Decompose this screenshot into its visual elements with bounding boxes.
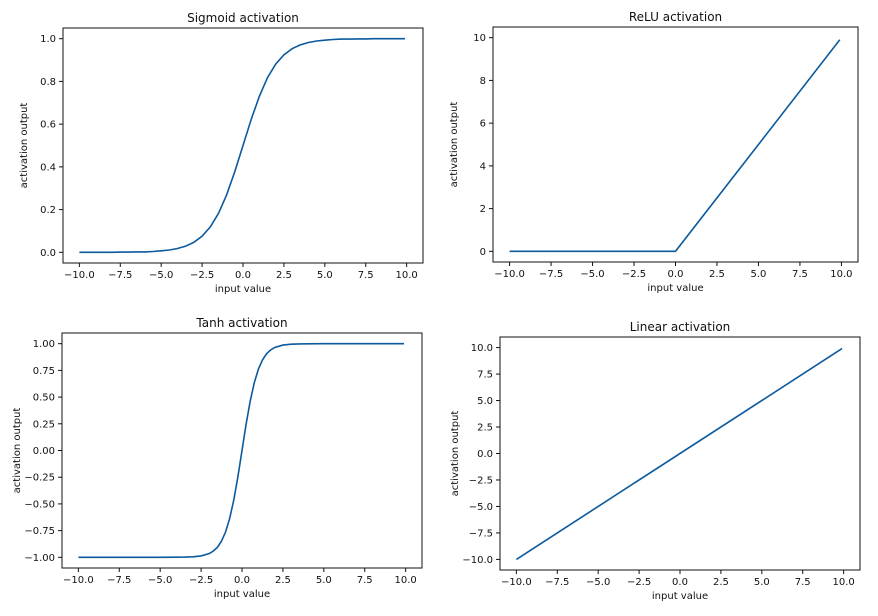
y-axis-label: activation output bbox=[19, 103, 30, 189]
x-tick-label: −5.0 bbox=[148, 575, 172, 586]
x-tick-label: 5.0 bbox=[754, 577, 770, 588]
x-tick-label: 5.0 bbox=[317, 270, 333, 281]
y-tick-label: 0.0 bbox=[40, 248, 56, 259]
x-tick-label: −7.5 bbox=[539, 269, 563, 280]
y-tick-label: −10.0 bbox=[462, 555, 493, 566]
x-tick-label: −10.0 bbox=[501, 577, 532, 588]
y-tick-label: 0.4 bbox=[40, 162, 56, 173]
y-tick-label: 0.0 bbox=[477, 449, 493, 460]
y-tick-label: 0.6 bbox=[40, 120, 56, 131]
y-tick-label: −0.75 bbox=[24, 526, 55, 537]
x-tick-label: 10.0 bbox=[396, 270, 418, 281]
y-tick-label: 5.0 bbox=[477, 396, 493, 407]
y-tick-label: 4 bbox=[480, 161, 486, 172]
x-tick-label: −10.0 bbox=[494, 269, 525, 280]
x-axis-label: input value bbox=[215, 284, 271, 295]
y-axis-label: activation output bbox=[449, 102, 460, 188]
y-tick-label: 0.00 bbox=[33, 446, 55, 457]
x-tick-label: 7.5 bbox=[357, 575, 373, 586]
x-tick-label: 2.5 bbox=[709, 269, 725, 280]
y-tick-label: 0 bbox=[480, 247, 486, 258]
x-tick-label: −10.0 bbox=[63, 575, 94, 586]
data-line bbox=[515, 347, 843, 561]
x-tick-label: −2.5 bbox=[189, 575, 213, 586]
x-tick-label: 0.0 bbox=[672, 577, 688, 588]
y-tick-label: 2.5 bbox=[477, 423, 493, 434]
y-tick-label: 8 bbox=[480, 76, 486, 87]
subplot-linear: −10.0 −7.5 −5.0 −2.5 0.0 2.5 5.0 7.5 10.0 −10.0 −7… bbox=[450, 320, 861, 602]
x-tick-label: 5.0 bbox=[316, 575, 332, 586]
y-tick-label: 1.0 bbox=[40, 34, 56, 45]
y-tick-label: −5.0 bbox=[469, 502, 493, 513]
y-tick-label: 0.2 bbox=[40, 205, 56, 216]
x-tick-label: 2.5 bbox=[275, 575, 291, 586]
x-tick-label: 10.0 bbox=[833, 577, 855, 588]
x-tick-label: 7.5 bbox=[792, 269, 808, 280]
x-axis-label: input value bbox=[214, 589, 270, 600]
y-tick-label: 7.5 bbox=[477, 370, 493, 381]
y-tick-label: 0.50 bbox=[33, 393, 55, 404]
x-tick-label: 10.0 bbox=[830, 269, 852, 280]
x-tick-label: 2.5 bbox=[713, 577, 729, 588]
chart-title: Linear activation bbox=[630, 320, 731, 334]
y-tick-label: −0.25 bbox=[24, 473, 55, 484]
x-tick-label: −5.0 bbox=[586, 577, 610, 588]
y-tick-label: −7.5 bbox=[469, 528, 493, 539]
x-tick-label: 10.0 bbox=[395, 575, 417, 586]
y-tick-label: 10.0 bbox=[471, 343, 493, 354]
y-tick-label: −2.5 bbox=[469, 475, 493, 486]
y-tick-label: −1.00 bbox=[24, 553, 55, 564]
y-axis-label: activation output bbox=[450, 411, 461, 497]
x-axis-label: input value bbox=[652, 591, 708, 602]
chart-title: ReLU activation bbox=[629, 10, 722, 24]
y-tick-label: 0.25 bbox=[33, 419, 55, 430]
y-tick-label: −0.50 bbox=[24, 499, 55, 510]
x-tick-label: 2.5 bbox=[276, 270, 292, 281]
data-line bbox=[509, 39, 841, 253]
y-tick-label: 0.8 bbox=[40, 77, 56, 88]
x-axis-label: input value bbox=[647, 283, 703, 294]
x-tick-label: 0.0 bbox=[234, 575, 250, 586]
y-tick-label: 10 bbox=[473, 33, 486, 44]
x-tick-label: −5.0 bbox=[580, 269, 604, 280]
x-tick-label: −2.5 bbox=[190, 270, 214, 281]
data-line bbox=[78, 342, 404, 559]
subplot-relu: −10.0 −7.5 −5.0 −2.5 0.0 2.5 5.0 7.5 10.0 0 2 4 6 8 10… bbox=[449, 10, 859, 294]
x-tick-label: 0.0 bbox=[668, 269, 684, 280]
x-tick-label: 5.0 bbox=[751, 269, 767, 280]
x-tick-label: −7.5 bbox=[107, 575, 131, 586]
x-tick-label: 7.5 bbox=[358, 270, 374, 281]
y-tick-label: 2 bbox=[480, 204, 486, 215]
subplot-tanh: −10.0 −7.5 −5.0 −2.5 0.0 2.5 5.0 7.5 10.0 −1.00 −0… bbox=[12, 316, 423, 600]
x-tick-label: −10.0 bbox=[64, 270, 95, 281]
data-line bbox=[79, 37, 405, 254]
x-tick-label: 7.5 bbox=[795, 577, 811, 588]
y-tick-label: 6 bbox=[480, 119, 486, 130]
y-tick-label: 0.75 bbox=[33, 366, 55, 377]
x-tick-label: −7.5 bbox=[545, 577, 569, 588]
subplot-sigmoid: −10.0 −7.5 −5.0 −2.5 0.0 2.5 5.0 7.5 10.0 0.0 0.2 0… bbox=[19, 11, 424, 295]
x-tick-label: −5.0 bbox=[149, 270, 173, 281]
x-tick-label: −2.5 bbox=[627, 577, 651, 588]
x-tick-label: −2.5 bbox=[622, 269, 646, 280]
axes-frame bbox=[492, 26, 859, 263]
y-axis-label: activation output bbox=[12, 408, 23, 494]
chart-title: Tanh activation bbox=[195, 316, 287, 330]
chart-title: Sigmoid activation bbox=[187, 11, 299, 25]
x-tick-label: 0.0 bbox=[235, 270, 251, 281]
x-tick-label: −7.5 bbox=[108, 270, 132, 281]
y-tick-label: 1.00 bbox=[33, 339, 55, 350]
